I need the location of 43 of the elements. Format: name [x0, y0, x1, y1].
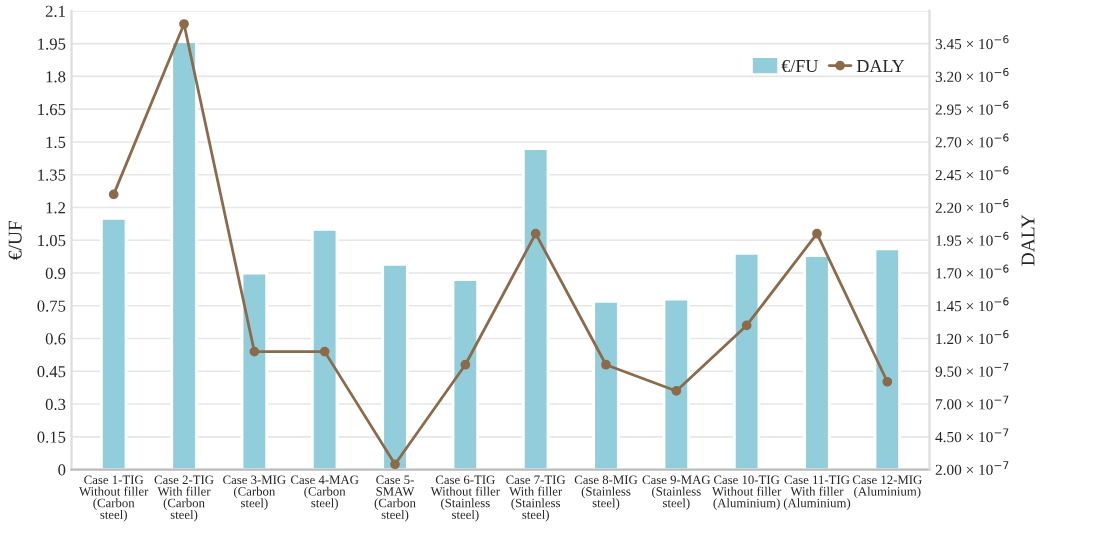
legend-label: €/FU — [781, 59, 819, 73]
y-tick-label: 0.15 — [37, 431, 66, 443]
y-tick-label: 0.9 — [45, 267, 66, 280]
point — [741, 320, 752, 331]
y-tick-label: 1.65 — [38, 103, 66, 116]
point — [108, 189, 119, 200]
bar — [310, 227, 339, 470]
point — [319, 346, 330, 357]
y-tick-label: 0.3 — [45, 398, 66, 411]
y-tick-label: 1.35 — [38, 169, 66, 181]
y-tick-label: 1.05 — [38, 234, 66, 247]
y-tick-label: 1.2 — [46, 202, 66, 214]
y-tick-label: 0.75 — [37, 300, 66, 312]
point — [530, 228, 541, 239]
y-tick-label: 1.8 — [46, 71, 66, 83]
y-tick-label: 1.95 — [38, 38, 66, 50]
y-tick-label: 2.1 — [45, 5, 65, 17]
bar — [451, 278, 480, 470]
bar — [521, 147, 550, 470]
bar — [592, 300, 620, 470]
bar — [732, 251, 761, 470]
y-axis-title: €/UF — [8, 220, 22, 260]
point — [601, 359, 611, 370]
point — [179, 19, 189, 29]
legend-label: DALY — [856, 59, 905, 72]
y-tick-label: 0.6 — [45, 333, 66, 345]
bar — [170, 40, 198, 470]
bar — [662, 297, 691, 470]
point — [671, 386, 682, 396]
point — [390, 459, 400, 470]
point — [812, 228, 822, 239]
bar — [240, 271, 269, 470]
bar — [381, 262, 409, 470]
point — [249, 346, 260, 357]
bar — [100, 217, 128, 470]
bar — [803, 254, 831, 470]
point — [882, 376, 893, 387]
y-tick-label: 0 — [58, 464, 66, 476]
bar — [873, 247, 901, 470]
point — [460, 359, 471, 370]
y-tick-label: 1.5 — [46, 136, 66, 148]
y-tick-label: 0.45 — [37, 365, 66, 378]
y2-axis-title: DALY — [1021, 214, 1035, 266]
